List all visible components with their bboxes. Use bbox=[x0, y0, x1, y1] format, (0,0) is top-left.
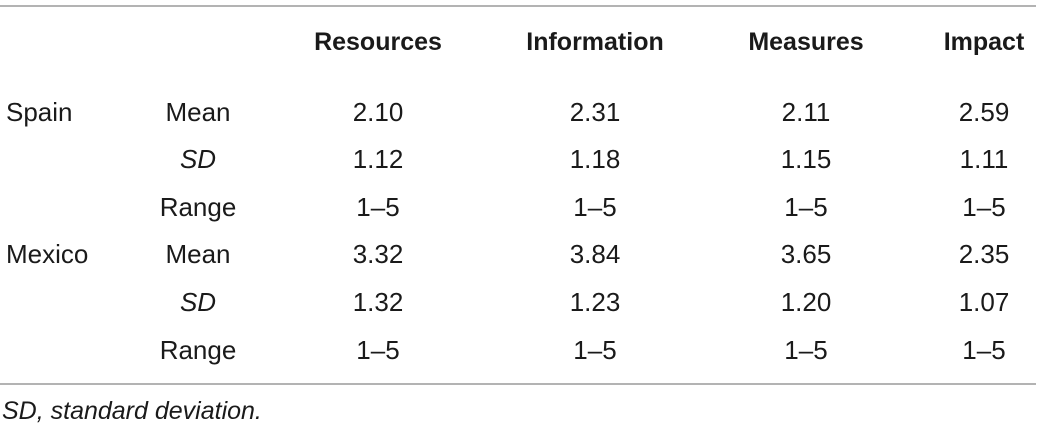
table-cell: 1.18 bbox=[569, 144, 621, 174]
header-measures: Measures bbox=[748, 28, 864, 56]
table-cell: 2.59 bbox=[958, 97, 1010, 127]
table-cell: 2.10 bbox=[352, 97, 404, 127]
table-cell: 1.15 bbox=[780, 144, 832, 174]
table-cell: 1–5 bbox=[784, 192, 828, 222]
table-cell: 1–5 bbox=[962, 192, 1006, 222]
table-cell: 1–5 bbox=[784, 335, 828, 365]
table-cell: 1.07 bbox=[958, 287, 1010, 317]
table-cell: 1–5 bbox=[356, 335, 400, 365]
stat-label: Range bbox=[159, 192, 237, 222]
stat-label: Mean bbox=[165, 97, 231, 127]
table-cell: 1.12 bbox=[352, 144, 404, 174]
group-label-mexico: Mexico bbox=[6, 239, 89, 269]
header-information: Information bbox=[526, 28, 664, 56]
table-cell: 2.31 bbox=[569, 97, 621, 127]
group-label-spain: Spain bbox=[6, 97, 73, 127]
table-cell: 1.11 bbox=[959, 144, 1009, 174]
table-cell: 3.32 bbox=[352, 239, 404, 269]
header-resources: Resources bbox=[314, 28, 442, 56]
table-cell: 1.32 bbox=[352, 287, 404, 317]
table-cell: 3.84 bbox=[569, 239, 621, 269]
table-cell: 1–5 bbox=[573, 335, 617, 365]
table-top-rule bbox=[0, 5, 1036, 7]
table-cell: 1.20 bbox=[780, 287, 832, 317]
table-cell: 1–5 bbox=[573, 192, 617, 222]
stat-label: Range bbox=[159, 335, 237, 365]
table-cell: 1–5 bbox=[962, 335, 1006, 365]
table-cell: 3.65 bbox=[780, 239, 832, 269]
table-cell: 1–5 bbox=[356, 192, 400, 222]
header-impact: Impact bbox=[943, 28, 1025, 56]
stat-label: SD bbox=[179, 144, 217, 174]
table-bottom-rule bbox=[0, 383, 1036, 385]
table-footnote: SD, standard deviation. bbox=[2, 397, 262, 425]
table-cell: 2.35 bbox=[958, 239, 1010, 269]
stat-label: SD bbox=[179, 287, 217, 317]
stat-label: Mean bbox=[165, 239, 231, 269]
table-cell: 2.11 bbox=[781, 97, 831, 127]
table-cell: 1.23 bbox=[569, 287, 621, 317]
